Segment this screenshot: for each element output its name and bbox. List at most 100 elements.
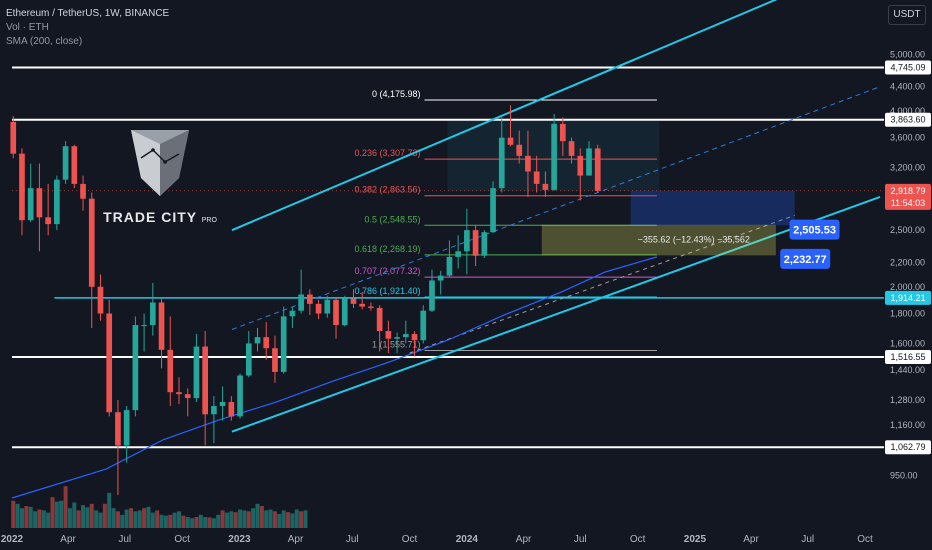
volume-bar bbox=[120, 514, 125, 528]
candle-body bbox=[594, 148, 601, 191]
candle-body bbox=[228, 402, 235, 417]
candle-body bbox=[97, 286, 104, 314]
y-tick-label: 2,500.00 bbox=[890, 225, 925, 235]
fib-level-label: 0 (4,175.98) bbox=[372, 89, 421, 99]
channel-upper bbox=[231, 0, 778, 232]
x-tick-label: Apr bbox=[743, 534, 759, 545]
candle-body bbox=[71, 146, 78, 184]
volume-legend[interactable]: Vol · ETH bbox=[6, 22, 49, 33]
price-target-label: 2,232.77 bbox=[784, 254, 827, 266]
x-tick-label: Oct bbox=[402, 534, 418, 545]
volume-bar bbox=[211, 518, 216, 528]
volume-bar bbox=[142, 508, 147, 528]
candle-body bbox=[167, 349, 174, 393]
price-target-tag bbox=[780, 248, 831, 269]
x-tick-label: 2024 bbox=[456, 534, 479, 545]
price-mark bbox=[885, 60, 931, 75]
sma-legend[interactable]: SMA (200, close) bbox=[6, 36, 83, 47]
y-tick-label: 4,000.00 bbox=[890, 106, 925, 116]
volume-bar bbox=[220, 510, 225, 528]
fib-level-label: 0.236 (3,307.73) bbox=[354, 148, 420, 158]
volume-bar bbox=[150, 512, 155, 528]
candle-body bbox=[437, 275, 444, 281]
price-mark bbox=[885, 440, 931, 455]
volume-bar bbox=[28, 506, 33, 528]
x-tick-label: Apr bbox=[288, 534, 304, 545]
symbol-title[interactable]: Ethereum / TetherUS, 1W, BINANCE bbox=[6, 8, 170, 19]
candle-body bbox=[132, 325, 139, 411]
volume-bar bbox=[216, 514, 221, 528]
x-tick-label: Apr bbox=[516, 534, 532, 545]
candle-body bbox=[184, 394, 191, 399]
price-mark-label: 4,745.09 bbox=[890, 63, 925, 73]
candle-body bbox=[411, 334, 418, 341]
volume-bar bbox=[194, 517, 199, 528]
candles bbox=[10, 105, 601, 496]
candle-body bbox=[36, 188, 43, 218]
x-tick-label: Jul bbox=[346, 534, 359, 545]
price-target-label: 2,505.53 bbox=[793, 225, 836, 237]
x-tick-label: Jul bbox=[574, 534, 587, 545]
volume-bar bbox=[176, 511, 181, 528]
logo-brand: TRADE CITY bbox=[103, 209, 197, 225]
volume-bar bbox=[89, 503, 94, 528]
time-axis bbox=[0, 528, 884, 550]
volume-bar bbox=[155, 510, 160, 528]
volume-bar bbox=[81, 505, 86, 528]
x-tick-label: 2025 bbox=[684, 534, 707, 545]
sma-line bbox=[11, 256, 658, 499]
volume-bar bbox=[233, 512, 238, 528]
volume-bar bbox=[264, 510, 269, 528]
volume-bar bbox=[224, 512, 229, 528]
candle-body bbox=[376, 307, 383, 332]
candle-body bbox=[385, 331, 392, 339]
volume-pane bbox=[11, 486, 308, 528]
candle-body bbox=[123, 410, 130, 446]
volume-bar bbox=[190, 518, 195, 528]
candle-body bbox=[27, 188, 34, 221]
candle-body bbox=[333, 299, 339, 326]
fib-level-label: 1 (1,555.71) bbox=[372, 340, 421, 350]
y-tick-label: 2,000.00 bbox=[890, 282, 925, 292]
candle-body bbox=[307, 294, 313, 304]
currency-button[interactable]: USDT bbox=[888, 5, 926, 25]
price-mark-sub: 11:54:03 bbox=[891, 198, 925, 208]
volume-bar bbox=[102, 503, 107, 528]
volume-bar bbox=[238, 509, 243, 528]
volume-bar bbox=[203, 517, 208, 528]
price-mark-label: 1,062.79 bbox=[890, 442, 925, 452]
candle-body bbox=[577, 155, 584, 176]
candle-body bbox=[429, 280, 435, 311]
candle-body bbox=[402, 334, 409, 338]
candle-body bbox=[289, 310, 296, 317]
volume-bar bbox=[185, 517, 190, 528]
channel-mid bbox=[231, 86, 881, 330]
volume-bar bbox=[11, 500, 16, 528]
volume-bar bbox=[50, 497, 55, 528]
volume-bar bbox=[54, 501, 59, 528]
candle-body bbox=[455, 251, 461, 257]
candle-body bbox=[280, 316, 287, 372]
y-tick-label: 1,800.00 bbox=[890, 309, 925, 319]
y-tick-label: 950.00 bbox=[890, 471, 918, 481]
y-tick-label: 3,600.00 bbox=[890, 133, 925, 143]
channel-lower bbox=[231, 195, 881, 433]
chart-legend: Ethereum / TetherUS, 1W, BINANCE Vol · E… bbox=[6, 7, 169, 49]
projection-box bbox=[630, 190, 795, 226]
candle-body bbox=[254, 337, 261, 344]
volume-bar bbox=[111, 508, 116, 528]
volume-bar bbox=[129, 508, 134, 528]
candle-body bbox=[525, 155, 531, 172]
candle-body bbox=[263, 337, 270, 349]
logo-suffix: PRO bbox=[201, 217, 217, 224]
y-tick-label: 3,200.00 bbox=[890, 163, 925, 173]
volume-bar bbox=[24, 506, 29, 528]
candle-body bbox=[586, 148, 592, 176]
volume-bar bbox=[286, 512, 291, 528]
volume-bar bbox=[268, 509, 273, 528]
price-mark-label: 3,863.60 bbox=[890, 115, 925, 125]
candle-body bbox=[115, 412, 121, 446]
volume-bar bbox=[76, 510, 81, 528]
volume-bar bbox=[207, 517, 212, 528]
